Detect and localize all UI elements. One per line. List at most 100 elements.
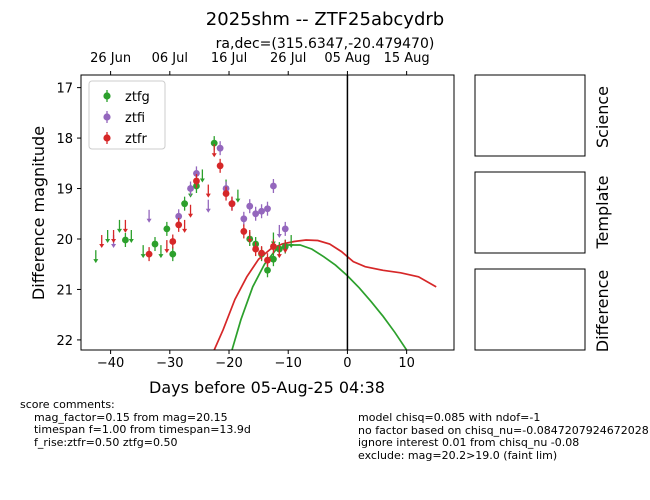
data-marker xyxy=(193,169,200,177)
upper-limit-ztfg xyxy=(116,219,122,233)
x-tick-label: 0 xyxy=(343,356,351,371)
x-tick-label: −10 xyxy=(275,356,302,371)
data-marker xyxy=(270,243,277,250)
upper-limit-arrowhead xyxy=(111,244,117,249)
upper-limit-ztfr xyxy=(205,184,211,198)
data-marker xyxy=(187,185,194,192)
x-tick-label: −20 xyxy=(215,356,242,371)
data-point-ztfg xyxy=(181,196,189,211)
light-curve-plot: −40 −30 −20 −10 0 10 17 18 19 20 21 22 26 Jun 06 Jul 1… xyxy=(56,51,455,371)
data-point-ztfi xyxy=(264,201,271,216)
y-tick-label: 22 xyxy=(56,334,73,349)
x-tick-label: −40 xyxy=(97,356,124,371)
template-panel xyxy=(474,171,586,254)
upper-limit-ztfg xyxy=(199,169,205,183)
chart-subtitle: ra,dec=(315.6347,-20.479470) xyxy=(216,36,435,52)
upper-limit-arrowhead xyxy=(111,238,117,243)
data-point-ztfi xyxy=(252,206,260,221)
top-tick-label: 15 Aug xyxy=(384,51,430,66)
legend-marker xyxy=(103,92,111,100)
upper-limit-arrowhead xyxy=(188,213,194,218)
top-tick-label: 05 Aug xyxy=(324,51,370,66)
model-curve-ztfg xyxy=(231,244,408,350)
upper-limit-arrowhead xyxy=(188,193,194,198)
data-point-ztfi xyxy=(246,199,254,214)
data-marker xyxy=(175,221,183,229)
data-marker xyxy=(264,256,271,264)
y-tick-label: 20 xyxy=(56,233,73,248)
upper-limit-arrowhead xyxy=(205,193,211,198)
data-point-ztfi xyxy=(270,179,277,194)
top-tick-label: 26 Jun xyxy=(90,51,131,66)
data-marker xyxy=(169,238,177,245)
upper-limit-arrowhead xyxy=(158,254,164,259)
upper-limit-arrowhead xyxy=(276,233,282,238)
data-marker xyxy=(216,162,224,170)
data-marker xyxy=(264,266,271,274)
science-panel xyxy=(474,74,586,157)
legend-label: ztfr xyxy=(125,132,147,147)
upper-limit-arrowhead xyxy=(276,254,282,259)
data-point-ztfi xyxy=(281,221,289,236)
upper-limit-ztfr xyxy=(122,219,128,233)
data-marker xyxy=(122,236,129,244)
upper-limit-arrowhead xyxy=(128,238,134,243)
data-marker xyxy=(169,250,177,258)
data-marker xyxy=(258,249,265,257)
upper-limit-arrowhead xyxy=(247,238,253,243)
data-point-ztfr xyxy=(175,217,183,232)
difference-label: Difference xyxy=(593,270,612,352)
data-marker xyxy=(252,245,260,253)
data-point-ztfr xyxy=(264,253,271,268)
upper-limit-arrowhead xyxy=(164,249,170,254)
data-marker xyxy=(222,190,230,197)
y-tick-label: 17 xyxy=(56,82,73,97)
data-point-ztfi xyxy=(240,211,248,226)
data-marker xyxy=(240,228,248,235)
upper-limit-arrowhead xyxy=(99,244,105,249)
data-marker xyxy=(270,255,277,263)
legend-item-ztfi: ztfi xyxy=(103,111,145,126)
data-marker xyxy=(252,210,260,218)
data-point-ztfg xyxy=(122,233,129,247)
upper-limit-ztfr xyxy=(188,204,194,218)
data-marker xyxy=(258,207,265,215)
upper-limit-ztfi xyxy=(276,224,282,238)
data-point-ztfr xyxy=(228,196,236,211)
data-point-ztfr xyxy=(145,247,153,262)
plot-area xyxy=(93,75,437,350)
chart-title: 2025shm -- ZTF25abcydrb xyxy=(206,9,444,30)
data-point-ztfr xyxy=(169,234,177,249)
upper-limit-arrowhead xyxy=(235,198,241,203)
upper-limit-arrowhead xyxy=(105,238,111,243)
upper-limit-arrowhead xyxy=(282,249,288,254)
data-point-ztfg xyxy=(151,237,159,252)
y-tick-label: 21 xyxy=(56,283,73,298)
legend-item-ztfg: ztfg xyxy=(103,90,150,105)
y-axis-label: Difference magnitude xyxy=(29,126,48,300)
data-point-ztfr xyxy=(270,239,277,254)
upper-limit-arrowhead xyxy=(205,208,211,213)
upper-limit-ztfg xyxy=(93,250,99,264)
science-label: Science xyxy=(593,86,612,148)
upper-limit-arrowhead xyxy=(211,153,217,158)
data-point-ztfg xyxy=(169,247,177,262)
model-comments: model chisq=0.085 with ndof=-1 no factor… xyxy=(358,411,649,462)
upper-limit-ztfi xyxy=(205,199,211,213)
upper-limit-arrowhead xyxy=(93,259,99,264)
template-label: Template xyxy=(593,175,612,249)
upper-limit-ztfi xyxy=(146,209,152,223)
legend-marker xyxy=(103,113,111,121)
upper-limit-ztfr xyxy=(99,235,105,249)
data-marker xyxy=(264,205,271,213)
data-marker xyxy=(151,240,159,248)
top-tick-label: 26 Jul xyxy=(270,51,306,66)
data-marker xyxy=(181,200,189,208)
data-marker xyxy=(193,177,200,185)
data-point-ztfr xyxy=(222,186,230,201)
upper-limit-arrowhead xyxy=(140,254,146,259)
x-tick-label: 10 xyxy=(398,356,415,371)
upper-limit-ztfr xyxy=(247,229,253,243)
y-tick-label: 18 xyxy=(56,132,73,147)
